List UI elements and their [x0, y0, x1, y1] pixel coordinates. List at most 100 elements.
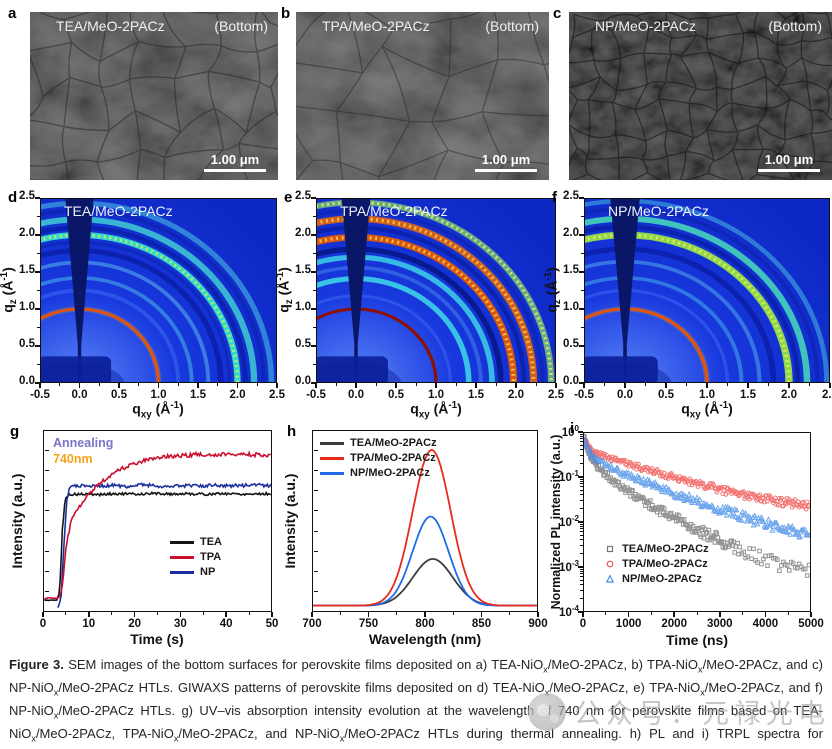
- giwaxs-title-tpa: TPA/MeO-2PACz: [340, 203, 448, 219]
- tick-mark: [583, 383, 585, 388]
- giwaxs-map-tpa: TPA/MeO-2PACz: [316, 198, 556, 383]
- tick-label: 20: [128, 618, 141, 630]
- q-symbol: q: [132, 400, 141, 417]
- beam-shadow: [40, 356, 112, 383]
- tick-mark-minor: [37, 216, 40, 217]
- tick-mark-minor: [313, 510, 318, 512]
- caption-text: /MeO-2PACz HTLs. GIWAXS patterns of pero…: [58, 680, 545, 695]
- figure-caption: Figure 3. SEM images of the bottom surfa…: [9, 656, 823, 749]
- tick-mark-minor: [313, 327, 316, 328]
- panel-letter-e: e: [284, 189, 293, 206]
- tick-mark: [35, 197, 40, 199]
- tick-mark: [764, 612, 767, 617]
- tick-mark-minor: [580, 576, 583, 578]
- tick-mark: [706, 383, 708, 388]
- tick-mark-minor: [580, 478, 583, 480]
- log-base: 10: [559, 606, 572, 619]
- tick-mark: [424, 612, 426, 617]
- tick-label: 50: [265, 618, 279, 630]
- sem-texture: [296, 12, 549, 180]
- tick-mark-minor: [335, 383, 337, 386]
- giwaxs-title-np: NP/MeO-2PACz: [608, 203, 709, 219]
- tick-mark: [579, 271, 584, 273]
- tick-mark-minor: [580, 539, 583, 541]
- tick-mark: [788, 383, 790, 388]
- tick-mark: [435, 383, 437, 388]
- legend-swatch: [170, 570, 194, 574]
- tick-label: 2.0: [19, 227, 35, 239]
- tick-mark: [271, 612, 273, 617]
- tick-label: 2.0: [781, 389, 797, 401]
- tick-label: -0.5: [306, 389, 326, 401]
- tick-mark-minor: [44, 510, 49, 512]
- tick-mark-minor: [313, 364, 316, 365]
- tick-mark: [35, 382, 40, 384]
- tick-label: 100: [549, 424, 579, 439]
- tick-mark-minor: [535, 383, 537, 386]
- caption-subscript: x: [543, 664, 548, 675]
- tick-mark: [480, 612, 483, 617]
- tick-label: 4000: [752, 618, 779, 630]
- legend-label: NP/MeO-2PACz: [622, 573, 702, 585]
- tick-mark-minor: [809, 383, 810, 386]
- tick-label: 2.5: [563, 190, 579, 202]
- giwaxs-xlabel-e: qxy (Å-1): [410, 400, 462, 420]
- tick-mark-minor: [44, 490, 49, 492]
- tick-mark: [367, 612, 370, 617]
- giwaxs-xlabel-f: qxy (Å-1): [681, 400, 733, 420]
- tick-label: 0: [579, 618, 587, 630]
- tick-mark: [35, 308, 40, 310]
- tick-mark-minor: [580, 528, 583, 530]
- tick-label: 10: [82, 618, 96, 630]
- annotation-740nm: 740nm: [53, 452, 93, 466]
- tick-mark: [579, 382, 584, 384]
- tick-label: 0.5: [563, 338, 579, 350]
- tick-mark-minor: [509, 612, 511, 615]
- tick-mark-minor: [727, 383, 728, 386]
- tick-mark-minor: [580, 590, 583, 592]
- tick-mark: [673, 612, 675, 617]
- tick-mark-minor: [580, 507, 583, 509]
- tick-mark: [747, 383, 749, 388]
- tick-mark-minor: [313, 449, 318, 451]
- legend-item: TPA/MeO-2PACz: [320, 452, 437, 464]
- h-yaxis-label: Intensity (a.u.): [282, 473, 298, 569]
- legend-label: TPA/MeO-2PACz: [622, 558, 708, 570]
- tick-mark-minor: [580, 435, 583, 437]
- panel-letter-a: a: [8, 5, 17, 22]
- tick-mark: [810, 612, 812, 617]
- tick-mark: [355, 383, 357, 388]
- log-base: 10: [561, 426, 575, 439]
- tick-mark-minor: [686, 383, 687, 386]
- legend-label: TEA: [200, 536, 222, 548]
- beamstop-wedge: [341, 198, 371, 355]
- panel-letter-b: b: [281, 5, 291, 22]
- caption-text: /MeO-2PACz, e) TPA-NiO: [549, 680, 701, 695]
- tick-mark-minor: [581, 364, 584, 365]
- trpl-canvas: [584, 433, 810, 578]
- legend-swatch: [170, 540, 194, 544]
- tick-mark: [395, 383, 397, 388]
- tick-label: 2.0: [229, 389, 246, 401]
- tick-mark: [579, 197, 584, 199]
- tick-label: 2.5: [269, 389, 285, 401]
- kinetics-legend: TEA TPA NP: [170, 536, 222, 578]
- series-NP: [57, 482, 271, 609]
- tick-mark: [578, 611, 583, 613]
- tick-label: 0.0: [348, 389, 364, 401]
- legend-item: TEA/MeO-2PACz: [320, 437, 437, 449]
- tick-mark-minor: [742, 612, 744, 615]
- unit-exp: -1: [170, 400, 180, 411]
- tick-mark-minor: [313, 469, 318, 471]
- kinetics-canvas: [44, 450, 271, 609]
- tick-label: 2.5: [548, 389, 564, 401]
- pl-canvas: [313, 448, 537, 607]
- tick-mark-minor: [787, 612, 789, 615]
- sem-title-np: NP/MeO-2PACz: [595, 18, 696, 34]
- tick-label: 1.0: [563, 301, 579, 313]
- panel-letter-g: g: [10, 423, 20, 440]
- sem-corner-label: (Bottom): [485, 18, 539, 34]
- tick-mark-minor: [44, 449, 49, 451]
- scale-bar-text: 1.00 μm: [481, 152, 531, 167]
